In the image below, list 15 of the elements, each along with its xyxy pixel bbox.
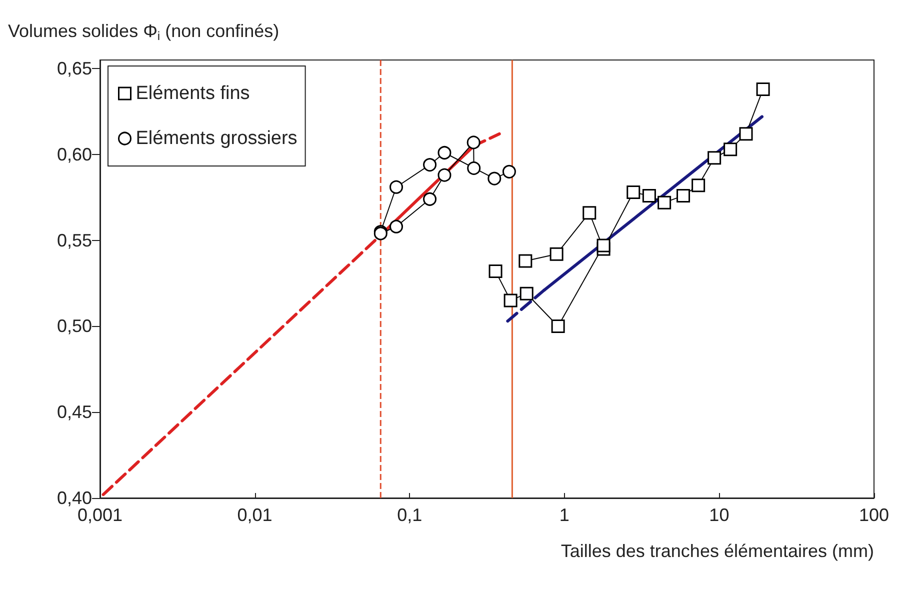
y-tick-label: 0,45 [56,402,92,422]
x-tick-label: 10 [709,505,730,525]
x-tick-label: 0,01 [237,505,272,525]
x-tick-label: 100 [858,505,890,525]
x-axis-title: Tailles des tranches élémentaires (mm) [560,541,874,561]
x-tick-label: 0,1 [397,505,422,525]
legend-label: Eléments fins [136,83,250,104]
x-tick-label: 0,001 [77,505,123,525]
y-tick-label: 0,40 [56,488,92,508]
x-tick-label: 1 [559,505,570,525]
y-tick-label: 0,50 [56,316,92,336]
y-tick-label: 0,55 [56,230,92,250]
y-tick-label: 0,65 [56,58,92,79]
legend-label: Eléments grossiers [136,128,298,149]
y-tick-label: 0,60 [56,144,92,164]
